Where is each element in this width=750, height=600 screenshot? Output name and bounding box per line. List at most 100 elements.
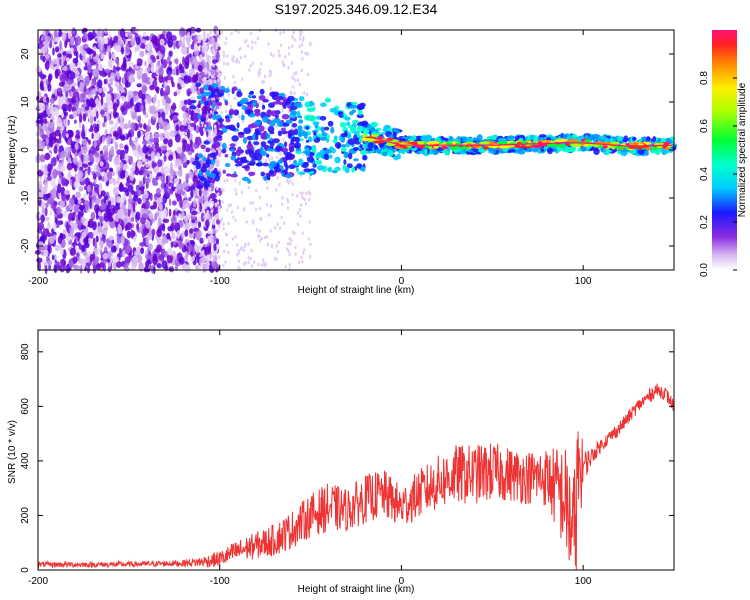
spectrogram-cell <box>159 132 164 142</box>
spectrogram-cell <box>303 248 306 252</box>
spectrogram-cell <box>652 136 657 143</box>
spectrogram-cell <box>245 149 251 155</box>
spectrogram-cell <box>104 27 108 35</box>
spectrogram-cell <box>227 93 230 98</box>
spectrogram-cell <box>224 260 227 264</box>
spectrogram-cell <box>213 242 217 252</box>
spectrogram-cell <box>252 221 255 225</box>
spectrogram-cell <box>262 116 269 123</box>
spectrogram-cell <box>209 30 212 35</box>
spectrogram-cell <box>266 186 269 191</box>
snr-x-tick-label: 0 <box>399 576 405 587</box>
spectrogram-cell <box>408 149 412 154</box>
spectrogram-cell <box>156 152 161 160</box>
spectrogram-cell <box>113 156 120 166</box>
spectrogram-cell <box>54 30 58 39</box>
spectrogram-cell <box>302 251 305 255</box>
spectrogram-cell <box>86 99 90 108</box>
spectrogram-cell <box>312 163 317 168</box>
spectrogram-cell <box>298 260 301 265</box>
spectrogram-cell <box>222 249 226 254</box>
spectrogram-cell <box>164 102 171 112</box>
spectrogram-cell <box>205 53 209 58</box>
spectrogram-cell <box>81 138 88 146</box>
spectrogram-cell <box>212 220 215 225</box>
spectrogram-cell <box>299 214 302 219</box>
spectrogram-cell <box>253 260 256 264</box>
spectrogram-cell <box>92 264 97 274</box>
spectrogram-cell <box>250 264 254 268</box>
spectrogram-cell <box>76 108 81 114</box>
spectrogram-cell <box>249 256 252 261</box>
spectrogram-cell <box>113 65 116 75</box>
spectrogram-cell <box>297 125 303 132</box>
spectrogram-cell <box>169 167 175 177</box>
spectrogram-cell <box>59 258 67 266</box>
spectrogram-cell <box>205 45 208 50</box>
spectrogram-cell <box>251 61 254 66</box>
spectrogram-cell <box>151 228 156 236</box>
spectrogram-cell <box>212 261 219 270</box>
spectrogram-cell <box>168 267 174 272</box>
spectrogram-cell <box>306 107 314 112</box>
spectrogram-cell-hot <box>445 142 453 146</box>
spectrogram-cell <box>169 130 176 138</box>
spectrogram-cell <box>339 121 347 128</box>
spectrogram-cell <box>93 133 100 141</box>
spectrogram-cell <box>209 199 212 204</box>
spectrogram-cell <box>311 146 317 153</box>
spectrogram-cell <box>281 196 284 200</box>
spectrogram-cell <box>208 57 212 67</box>
spectrogram-cell <box>291 34 294 39</box>
spectrogram-cell <box>195 163 201 170</box>
spectrogram-cell <box>304 51 307 56</box>
spectrogram-cell <box>175 158 182 168</box>
spectrogram-cell <box>114 45 121 53</box>
spectrogram-cell <box>360 149 368 156</box>
colorbar-tick-label: 0.2 <box>699 215 710 229</box>
spectrogram-cell <box>254 41 257 45</box>
spectrogram-cell <box>131 260 138 268</box>
spectrogram-cell <box>387 150 394 157</box>
spectrogram-cell <box>53 145 58 154</box>
spectrogram-cell <box>205 159 212 165</box>
spectrogram-cell <box>258 125 265 132</box>
spectrogram-cell <box>47 163 53 172</box>
spectrogram-cell <box>236 205 239 210</box>
spectrogram-cell <box>135 211 141 221</box>
spectrogram-cell <box>130 167 134 173</box>
spectrogram-cell <box>251 201 254 205</box>
spectrogram-cell <box>62 51 67 56</box>
spectrogram-cell <box>57 138 62 144</box>
spectrogram-cell <box>157 99 160 109</box>
spectrogram-cell <box>146 94 152 103</box>
spectrogram-cell <box>151 160 156 169</box>
spectrogram-cell <box>83 193 88 201</box>
spectrogram-cell <box>196 95 203 100</box>
spectrogram-cell <box>94 152 100 158</box>
spectrogram-cell <box>90 61 95 66</box>
spectrogram-cell <box>247 162 254 166</box>
spectrogram-cell <box>130 229 134 239</box>
spectrogram-cell <box>270 245 274 249</box>
spectrogram-cell <box>330 126 335 134</box>
spectrogram-cell <box>98 64 104 72</box>
spectrogram-cell <box>102 223 109 228</box>
spectrogram-cell <box>72 256 78 264</box>
spectrogram-cell <box>103 195 106 204</box>
spectrogram-cell <box>112 256 120 263</box>
spectrogram-cell <box>315 160 323 165</box>
spectrogram-cell <box>281 108 284 113</box>
spectrogram-cell <box>40 164 45 172</box>
spectrogram-cell <box>241 77 244 81</box>
spectrogram-cell <box>237 30 240 35</box>
spectrogram-cell-hot <box>555 144 567 148</box>
spectrogram-cell <box>39 80 44 90</box>
spectrogram-cell <box>253 141 260 146</box>
spectrogram-cell <box>262 258 265 262</box>
spectrogram-cell <box>211 148 215 153</box>
spectrogram-cell <box>190 84 197 94</box>
spectrogram-cell <box>65 133 69 139</box>
spectrogram-cell <box>74 197 78 205</box>
spectrogram-cell <box>75 191 81 199</box>
